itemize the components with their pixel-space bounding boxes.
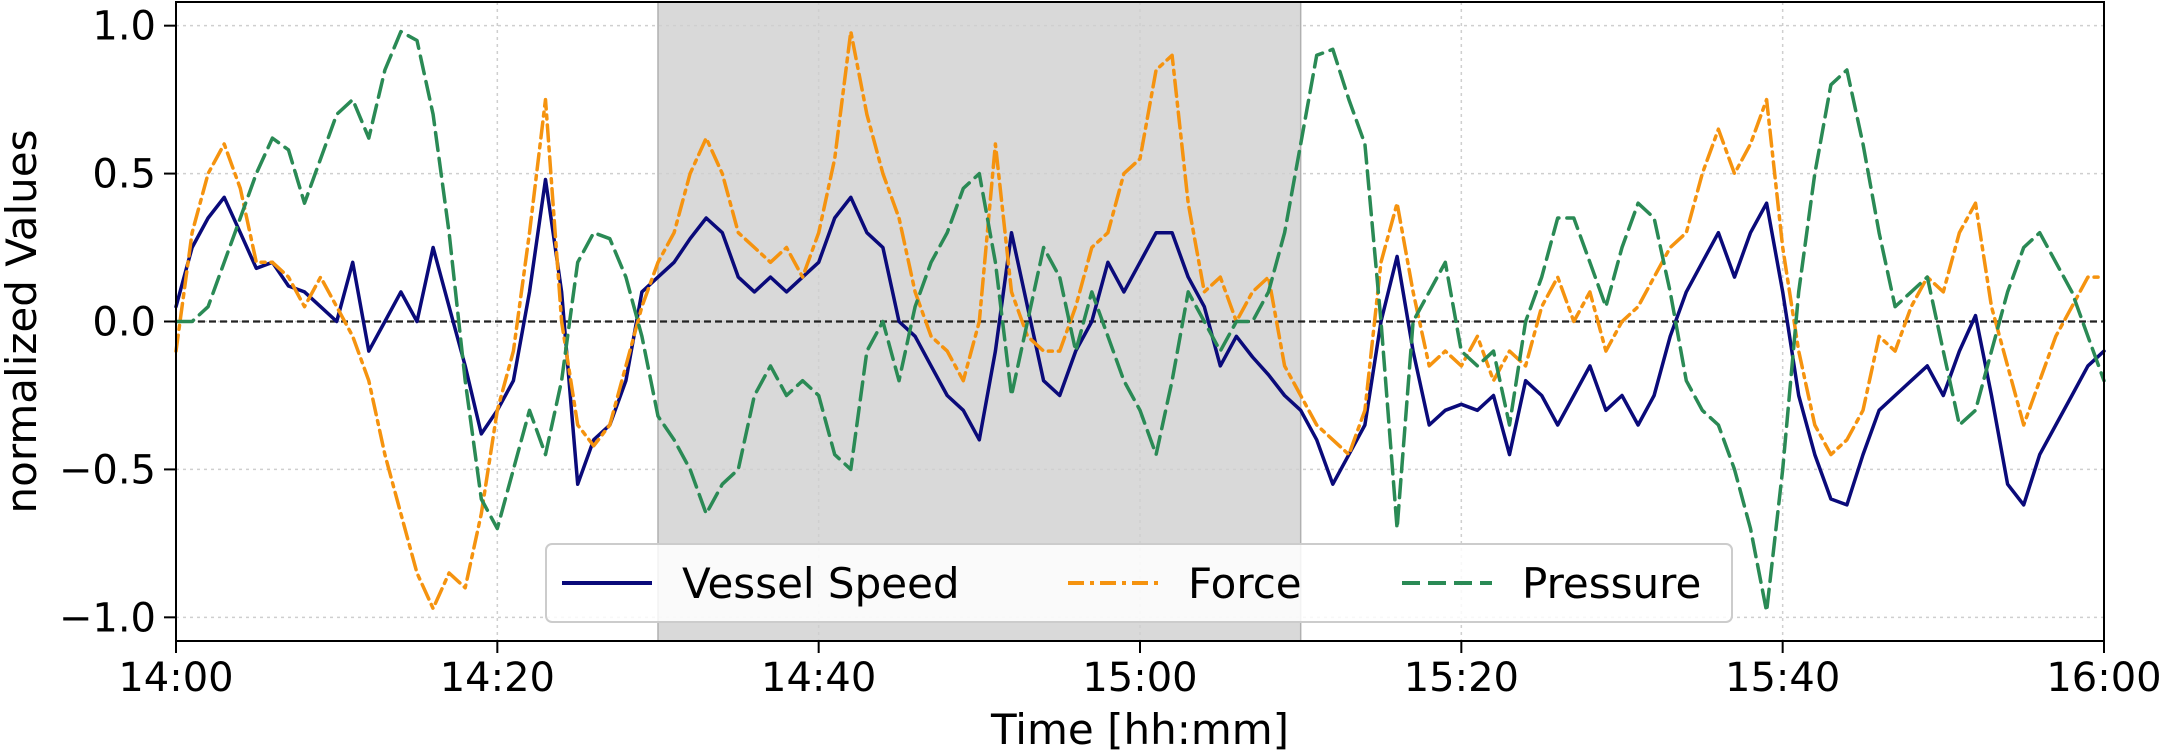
y-tick-label: 1.0: [92, 4, 156, 50]
y-tick-label: 0.0: [92, 300, 156, 346]
x-tick-label: 15:00: [1082, 655, 1197, 701]
series-layer: [174, 29, 2106, 614]
plot-area: [174, 1, 2106, 642]
x-tick-label: 14:20: [440, 655, 555, 701]
y-tick-label: −1.0: [59, 595, 156, 641]
x-tick-label: 15:20: [1404, 655, 1519, 701]
y-tick-label: 0.5: [92, 152, 156, 198]
x-tick-label: 14:40: [761, 655, 876, 701]
y-axis: 1.0 0.5 0.0 −0.5 −1.0: [59, 4, 176, 641]
x-tick-label: 14:00: [118, 655, 233, 701]
legend-label: Vessel Speed: [682, 559, 960, 608]
x-tick-label: 16:00: [2046, 655, 2161, 701]
series-line-force: [174, 29, 2106, 611]
y-tick-label: −0.5: [59, 447, 156, 493]
x-axis-label: Time [hh:mm]: [990, 705, 1289, 752]
legend-label: Pressure: [1522, 559, 1701, 608]
legend-label: Force: [1188, 559, 1302, 608]
x-tick-label: 15:40: [1725, 655, 1840, 701]
y-axis-label: normalized Values: [0, 130, 46, 514]
series-line-pressure: [174, 29, 2106, 614]
legend: Vessel Speed Force Pressure: [545, 543, 1733, 623]
x-axis: 14:00 14:20 14:40 15:00 15:20 15:40 16:00: [118, 641, 2162, 701]
